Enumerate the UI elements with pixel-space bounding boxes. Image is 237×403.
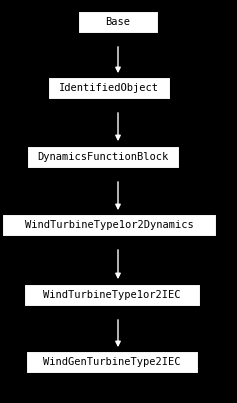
Text: IdentifiedObject: IdentifiedObject bbox=[59, 83, 159, 93]
FancyBboxPatch shape bbox=[2, 214, 216, 236]
FancyBboxPatch shape bbox=[27, 146, 179, 168]
Text: WindTurbineType1or2IEC: WindTurbineType1or2IEC bbox=[43, 290, 181, 300]
FancyBboxPatch shape bbox=[26, 351, 198, 373]
Text: DynamicsFunctionBlock: DynamicsFunctionBlock bbox=[37, 152, 169, 162]
FancyBboxPatch shape bbox=[48, 77, 170, 99]
Text: WindTurbineType1or2Dynamics: WindTurbineType1or2Dynamics bbox=[25, 220, 193, 230]
Text: WindGenTurbineType2IEC: WindGenTurbineType2IEC bbox=[43, 357, 181, 367]
Text: Base: Base bbox=[105, 17, 131, 27]
FancyBboxPatch shape bbox=[78, 11, 158, 33]
FancyBboxPatch shape bbox=[24, 284, 200, 306]
